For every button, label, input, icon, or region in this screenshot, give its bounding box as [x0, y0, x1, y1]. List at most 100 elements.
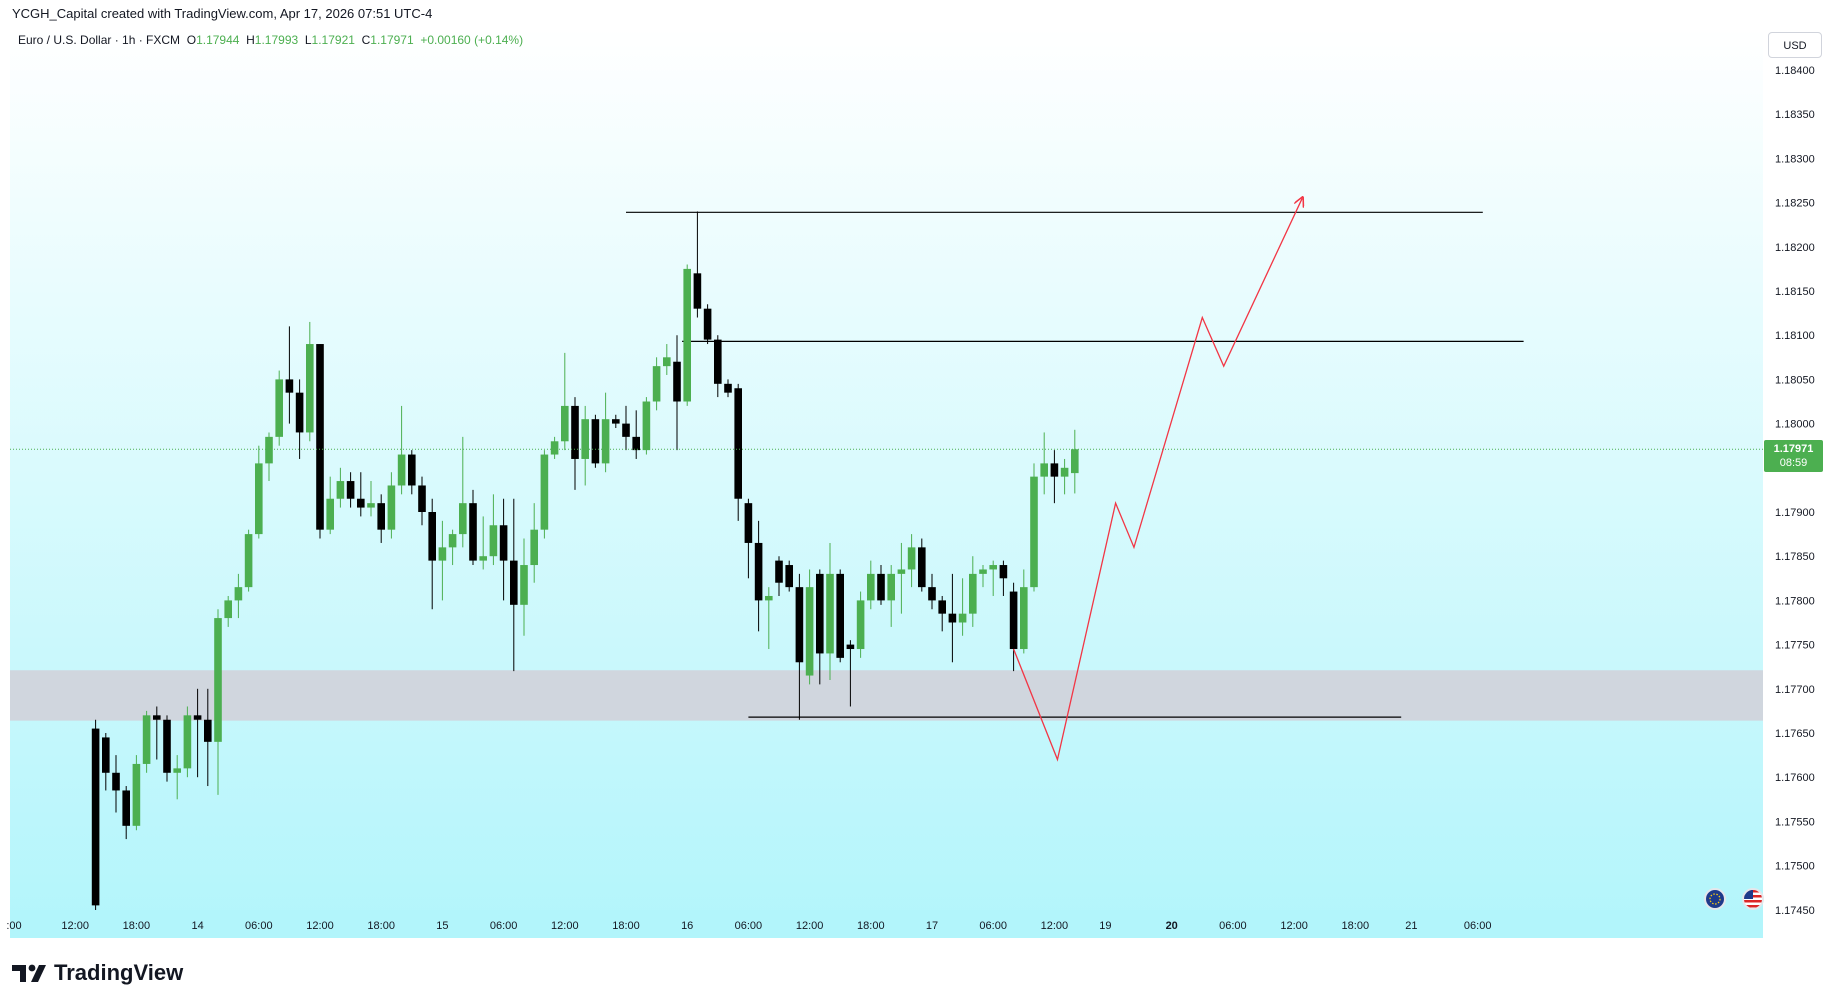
- candle[interactable]: [193, 688, 202, 778]
- candle[interactable]: [1030, 463, 1038, 592]
- candle[interactable]: [887, 565, 895, 627]
- candle[interactable]: [163, 715, 171, 782]
- candle[interactable]: [683, 264, 691, 406]
- tradingview-logo[interactable]: TradingView: [12, 958, 183, 988]
- symbol-label[interactable]: Euro / U.S. Dollar · 1h · FXCM: [18, 33, 181, 47]
- candle[interactable]: [642, 397, 651, 455]
- candle[interactable]: [91, 719, 100, 915]
- candle[interactable]: [469, 489, 477, 566]
- candle[interactable]: [836, 569, 844, 663]
- candle[interactable]: [816, 569, 824, 685]
- candle[interactable]: [591, 414, 600, 468]
- candle[interactable]: [438, 520, 447, 601]
- candle[interactable]: [153, 706, 161, 760]
- candle[interactable]: [826, 542, 834, 680]
- candle[interactable]: [428, 498, 436, 610]
- candle[interactable]: [785, 560, 793, 592]
- candle[interactable]: [1071, 429, 1079, 494]
- candle[interactable]: [622, 405, 630, 451]
- candle[interactable]: [132, 755, 141, 831]
- candle[interactable]: [142, 710, 151, 773]
- candle[interactable]: [652, 357, 661, 411]
- candle[interactable]: [663, 344, 671, 375]
- candle[interactable]: [357, 472, 365, 517]
- candle[interactable]: [989, 560, 997, 596]
- demand-zone[interactable]: [10, 670, 1763, 721]
- candle[interactable]: [326, 476, 334, 535]
- candle[interactable]: [550, 436, 559, 459]
- candle[interactable]: [112, 755, 120, 813]
- candle[interactable]: [510, 498, 518, 672]
- currency-button[interactable]: USD: [1768, 32, 1822, 58]
- candle[interactable]: [479, 516, 487, 570]
- candle[interactable]: [632, 410, 640, 459]
- candle[interactable]: [969, 556, 977, 627]
- candle[interactable]: [1009, 582, 1018, 672]
- candle[interactable]: [612, 414, 620, 429]
- candle[interactable]: [224, 595, 232, 627]
- candle[interactable]: [418, 476, 426, 526]
- candle[interactable]: [448, 529, 457, 566]
- candle[interactable]: [459, 436, 467, 548]
- candle[interactable]: [122, 786, 130, 840]
- candle[interactable]: [1040, 432, 1048, 495]
- candle[interactable]: [601, 392, 610, 473]
- candle[interactable]: [530, 503, 538, 583]
- candle[interactable]: [846, 640, 855, 707]
- candle[interactable]: [581, 405, 589, 486]
- candle[interactable]: [571, 397, 579, 490]
- candle[interactable]: [285, 326, 294, 424]
- projection-path[interactable]: [1012, 198, 1303, 762]
- candle[interactable]: [102, 733, 110, 791]
- candle[interactable]: [408, 450, 416, 495]
- candle[interactable]: [999, 560, 1008, 596]
- candle[interactable]: [805, 569, 814, 685]
- candle[interactable]: [958, 578, 967, 636]
- candle[interactable]: [765, 587, 773, 650]
- candle[interactable]: [499, 498, 508, 601]
- candle[interactable]: [214, 609, 222, 795]
- candle[interactable]: [948, 573, 957, 663]
- candle[interactable]: [907, 534, 916, 588]
- candle[interactable]: [346, 472, 355, 508]
- candle[interactable]: [703, 304, 712, 345]
- candle[interactable]: [173, 755, 181, 800]
- time-axis-panel[interactable]: [10, 910, 1763, 938]
- candle[interactable]: [867, 560, 875, 610]
- candle[interactable]: [540, 450, 549, 539]
- candle[interactable]: [306, 321, 314, 442]
- candle[interactable]: [377, 494, 385, 543]
- candle[interactable]: [397, 405, 406, 495]
- candle[interactable]: [1050, 450, 1059, 504]
- candle[interactable]: [244, 529, 253, 592]
- candle[interactable]: [367, 481, 375, 517]
- candle[interactable]: [1060, 458, 1069, 495]
- candle[interactable]: [897, 542, 906, 614]
- price-axis-panel[interactable]: [1763, 28, 1825, 938]
- candle[interactable]: [295, 379, 304, 459]
- candle[interactable]: [336, 467, 345, 508]
- candle[interactable]: [795, 573, 804, 720]
- candle[interactable]: [938, 595, 946, 632]
- candle[interactable]: [714, 335, 722, 398]
- candle[interactable]: [1020, 569, 1028, 654]
- candle[interactable]: [856, 591, 865, 658]
- candle[interactable]: [734, 383, 742, 521]
- candle[interactable]: [316, 344, 324, 539]
- candle[interactable]: [255, 445, 263, 539]
- candle[interactable]: [775, 556, 783, 596]
- candle[interactable]: [489, 494, 498, 566]
- candle[interactable]: [744, 498, 753, 579]
- candle[interactable]: [183, 706, 192, 778]
- candle[interactable]: [520, 538, 528, 636]
- candle[interactable]: [561, 352, 569, 451]
- candle[interactable]: [928, 573, 936, 610]
- candle[interactable]: [673, 335, 681, 451]
- candle[interactable]: [979, 565, 987, 588]
- candle[interactable]: [754, 520, 763, 632]
- candle[interactable]: [918, 538, 926, 592]
- candle[interactable]: [275, 370, 283, 446]
- candle[interactable]: [234, 573, 243, 619]
- candle[interactable]: [204, 688, 212, 787]
- candle[interactable]: [877, 565, 885, 605]
